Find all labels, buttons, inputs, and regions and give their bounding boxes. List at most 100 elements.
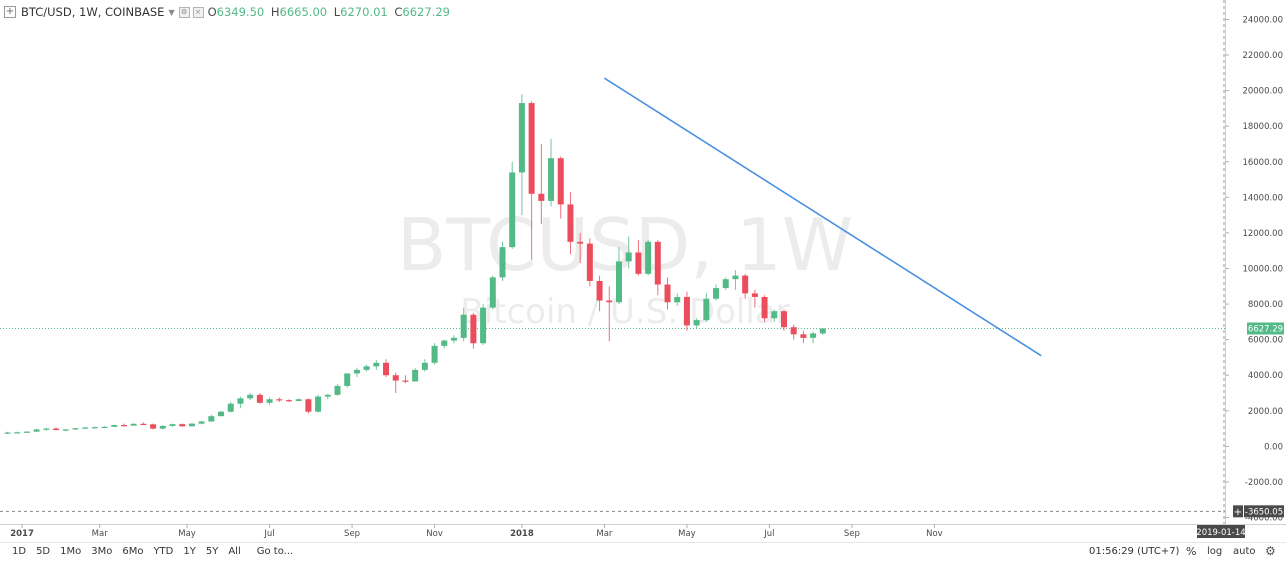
candle bbox=[344, 373, 351, 388]
crosshair-date-label: 2019-01-14 bbox=[1196, 525, 1246, 538]
candle bbox=[402, 375, 409, 384]
candle-body bbox=[315, 396, 322, 412]
candle-body bbox=[43, 428, 50, 430]
candle bbox=[159, 425, 166, 430]
range-3mo[interactable]: 3Mo bbox=[91, 546, 113, 557]
range-6mo[interactable]: 6Mo bbox=[122, 546, 144, 557]
gear-icon[interactable]: ⚙ bbox=[1265, 544, 1276, 558]
crosshair-price-text: -3650.05 bbox=[1245, 507, 1283, 517]
candle-body bbox=[635, 252, 642, 274]
crosshair-price-badge bbox=[1244, 505, 1284, 518]
range-1mo[interactable]: 1Mo bbox=[60, 546, 82, 557]
clock-display[interactable]: 01:56:29 (UTC+7) bbox=[1089, 546, 1180, 557]
candle-body bbox=[101, 426, 108, 429]
plus-icon[interactable] bbox=[1233, 505, 1243, 518]
candle bbox=[567, 192, 574, 255]
candle bbox=[683, 291, 690, 331]
x-tick-label: 2017 bbox=[10, 529, 34, 539]
current-price-badge bbox=[1247, 322, 1284, 335]
candle-body bbox=[82, 427, 89, 429]
candle-body bbox=[256, 394, 263, 403]
candle-body bbox=[771, 311, 778, 319]
candle bbox=[664, 277, 671, 310]
candle bbox=[771, 309, 778, 322]
bottom-toolbar: 1D 5D 1Mo 3Mo 6Mo YTD 1Y 5Y All Go to...… bbox=[0, 542, 1286, 560]
candle-body bbox=[509, 172, 516, 248]
x-tick-label: Nov bbox=[926, 529, 943, 539]
y-tick-label: 4000.00 bbox=[1248, 371, 1283, 381]
candle-body bbox=[693, 320, 700, 326]
candle bbox=[43, 427, 50, 431]
candle bbox=[421, 359, 428, 372]
candle-body bbox=[179, 424, 186, 427]
chevron-down-icon[interactable]: ▼ bbox=[168, 7, 175, 17]
candle-body bbox=[790, 327, 797, 335]
candle-body bbox=[713, 288, 720, 299]
auto-toggle[interactable]: auto bbox=[1233, 546, 1256, 557]
candle bbox=[295, 398, 302, 402]
candle bbox=[130, 423, 137, 426]
candle bbox=[383, 359, 390, 378]
gear-icon[interactable]: ⚙ bbox=[178, 6, 190, 18]
plus-square-icon[interactable]: + bbox=[4, 6, 16, 18]
candle-body bbox=[421, 362, 428, 370]
candle bbox=[120, 423, 127, 427]
candle-body bbox=[14, 432, 21, 434]
range-ytd[interactable]: YTD bbox=[153, 546, 174, 557]
candle-body bbox=[567, 204, 574, 242]
percent-toggle[interactable]: % bbox=[1186, 545, 1197, 558]
candle bbox=[489, 275, 496, 310]
candle-body bbox=[324, 394, 331, 397]
candle-body bbox=[169, 424, 176, 426]
candle bbox=[509, 161, 516, 249]
close-value: 6627.29 bbox=[402, 5, 450, 19]
candle-body bbox=[53, 428, 60, 431]
candle bbox=[188, 423, 195, 427]
candle bbox=[353, 368, 360, 378]
candle-body bbox=[305, 399, 312, 412]
candle-body bbox=[363, 366, 370, 370]
candle-body bbox=[586, 243, 593, 281]
range-5y[interactable]: 5Y bbox=[205, 546, 219, 557]
log-toggle[interactable]: log bbox=[1207, 546, 1223, 557]
candle-body bbox=[218, 411, 225, 417]
symbol-title[interactable]: BTC/USD, 1W, COINBASE bbox=[21, 5, 165, 19]
candle bbox=[780, 309, 787, 331]
range-1d[interactable]: 1D bbox=[12, 546, 27, 557]
candle-body bbox=[441, 340, 448, 346]
range-1y[interactable]: 1Y bbox=[183, 546, 196, 557]
candles-group bbox=[4, 94, 826, 434]
close-icon[interactable]: × bbox=[192, 6, 204, 18]
candle bbox=[470, 312, 477, 349]
candle bbox=[548, 138, 555, 207]
candle bbox=[315, 394, 322, 413]
range-selector: 1D 5D 1Mo 3Mo 6Mo YTD 1Y 5Y All Go to... bbox=[12, 546, 303, 557]
candle bbox=[693, 318, 700, 329]
candle-body bbox=[198, 421, 205, 424]
candle bbox=[33, 428, 40, 433]
candle-body bbox=[742, 275, 749, 294]
candle bbox=[810, 331, 817, 344]
range-all[interactable]: All bbox=[228, 546, 241, 557]
trendline-group[interactable] bbox=[603, 77, 1042, 357]
candle bbox=[761, 295, 768, 322]
range-5d[interactable]: 5D bbox=[36, 546, 51, 557]
candle bbox=[72, 427, 79, 430]
trend-line[interactable] bbox=[603, 77, 1042, 357]
candle bbox=[150, 423, 157, 430]
candle bbox=[751, 289, 758, 308]
open-value: 6349.50 bbox=[216, 5, 265, 19]
y-tick-label: 20000.00 bbox=[1242, 87, 1283, 97]
candle-body bbox=[751, 293, 758, 297]
chart-legend: + BTC/USD, 1W, COINBASE ▼ ⚙ × O6349.50 H… bbox=[4, 3, 453, 21]
candle-body bbox=[402, 380, 409, 382]
candle bbox=[742, 273, 749, 299]
candle-body bbox=[237, 398, 244, 404]
goto-button[interactable]: Go to... bbox=[256, 546, 294, 557]
candle bbox=[654, 240, 661, 296]
y-tick-label: 6000.00 bbox=[1248, 336, 1283, 346]
x-tick-label: 2018 bbox=[510, 529, 534, 539]
candle-body bbox=[548, 158, 555, 201]
